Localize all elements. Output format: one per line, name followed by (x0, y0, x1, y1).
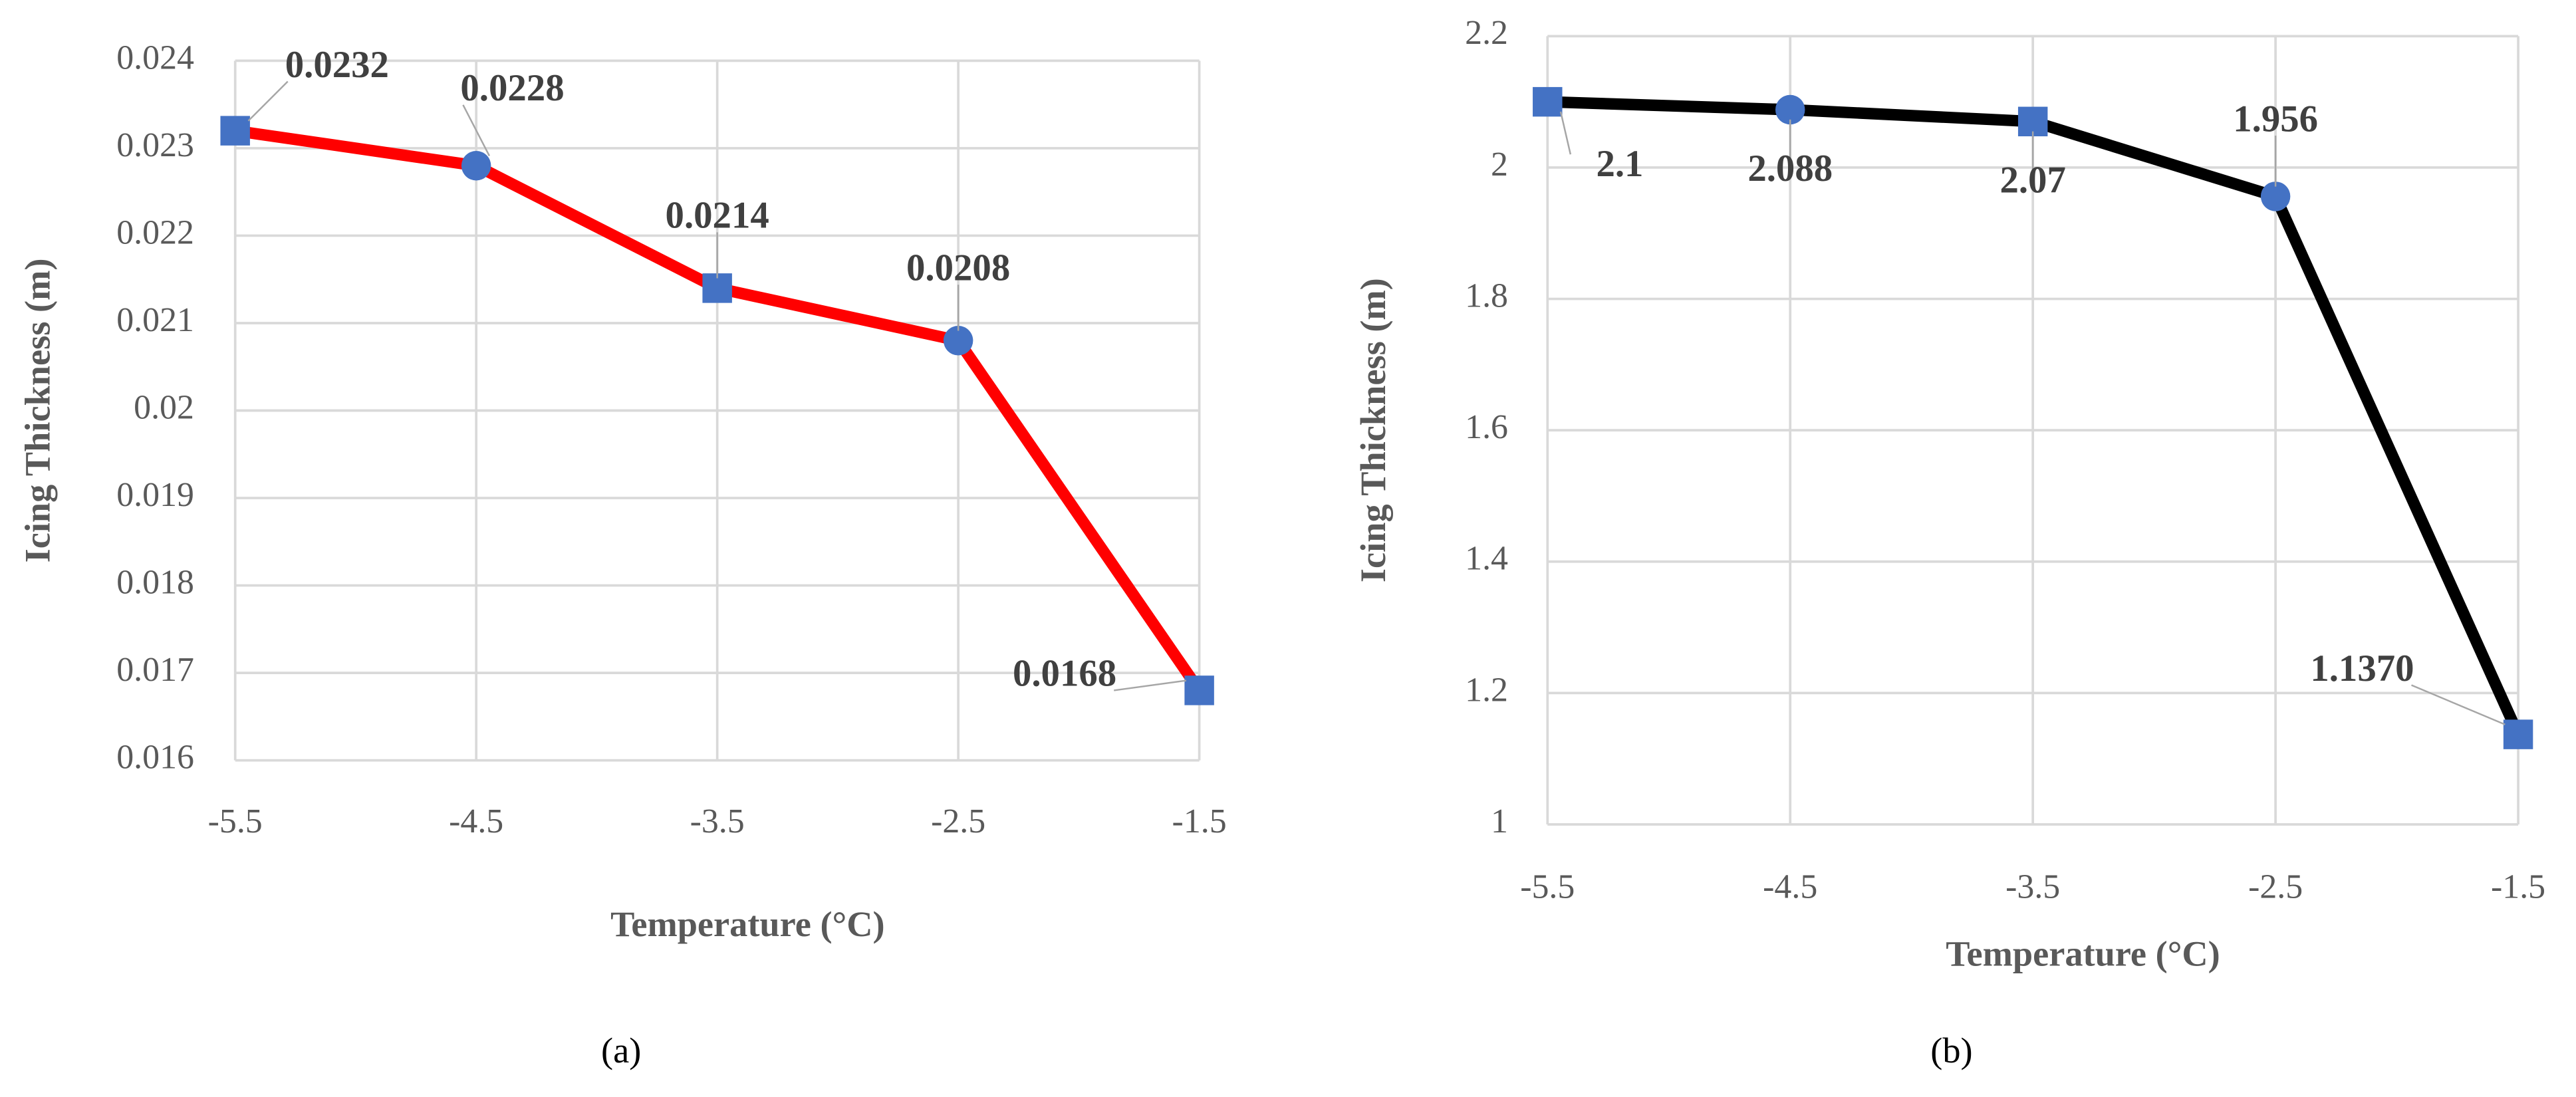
marker (1184, 675, 1214, 705)
y-axis-title: Icing Thickness (m) (1353, 278, 1393, 582)
marker (943, 326, 973, 356)
y-tick-label: 0.019 (116, 476, 194, 514)
x-tick-label: -5.5 (1520, 868, 1575, 906)
data-label: 0.0168 (1013, 653, 1116, 695)
data-label: 0.0232 (285, 44, 389, 86)
x-tick-label: -4.5 (1763, 868, 1817, 906)
y-tick-label: 0.023 (116, 126, 194, 164)
marker (1533, 86, 1563, 117)
marker (220, 116, 250, 146)
x-tick-label: -1.5 (1172, 802, 1227, 840)
caption: (b) (1930, 1031, 1972, 1070)
y-tick-label: 2.2 (1465, 14, 1508, 52)
data-label: 0.0228 (460, 67, 564, 109)
x-tick-label: -1.5 (2491, 868, 2545, 906)
y-tick-label: 0.024 (116, 39, 194, 76)
leader-line (462, 104, 491, 156)
y-tick-label: 0.018 (116, 563, 194, 601)
data-label: 0.0214 (666, 195, 769, 237)
x-tick-label: -4.5 (449, 802, 503, 840)
x-tick-label: -3.5 (690, 802, 745, 840)
marker (2503, 719, 2533, 749)
x-tick-label: -2.5 (2248, 868, 2303, 906)
leader-line (2411, 684, 2506, 725)
leader-line (1114, 679, 1187, 691)
leader-line (1559, 111, 1572, 155)
y-tick-label: 0.022 (116, 213, 194, 251)
y-tick-label: 0.02 (134, 388, 194, 426)
y-tick-label: 0.021 (116, 301, 194, 339)
marker (461, 150, 491, 181)
marker (2260, 182, 2291, 211)
leader-line (247, 80, 289, 122)
y-tick-label: 0.017 (116, 651, 194, 689)
data-label: 2.07 (1999, 160, 2065, 201)
y-tick-label: 0.016 (116, 739, 194, 777)
x-tick-label: -2.5 (931, 802, 985, 840)
y-tick-label: 1.6 (1465, 408, 1508, 446)
y-tick-label: 1.2 (1465, 671, 1508, 709)
x-axis-title: Temperature (°C) (610, 904, 885, 944)
data-label: 1.956 (2233, 98, 2318, 140)
y-tick-label: 1.4 (1465, 540, 1508, 578)
data-label: 1.1370 (2310, 648, 2414, 689)
x-tick-label: -3.5 (2005, 868, 2060, 906)
y-tick-label: 1.8 (1465, 277, 1508, 314)
x-tick-label: -5.5 (208, 802, 263, 840)
x-axis-title: Temperature (°C) (1946, 934, 2220, 974)
y-tick-label: 2 (1491, 146, 1508, 183)
data-label: 2.088 (1747, 148, 1833, 189)
y-axis-title: Icing Thickness (m) (18, 259, 58, 563)
marker (1775, 94, 1805, 125)
data-label: 0.0208 (906, 247, 1010, 289)
y-tick-label: 1 (1491, 802, 1508, 840)
data-label: 2.1 (1596, 143, 1643, 185)
caption: (a) (601, 1031, 641, 1070)
